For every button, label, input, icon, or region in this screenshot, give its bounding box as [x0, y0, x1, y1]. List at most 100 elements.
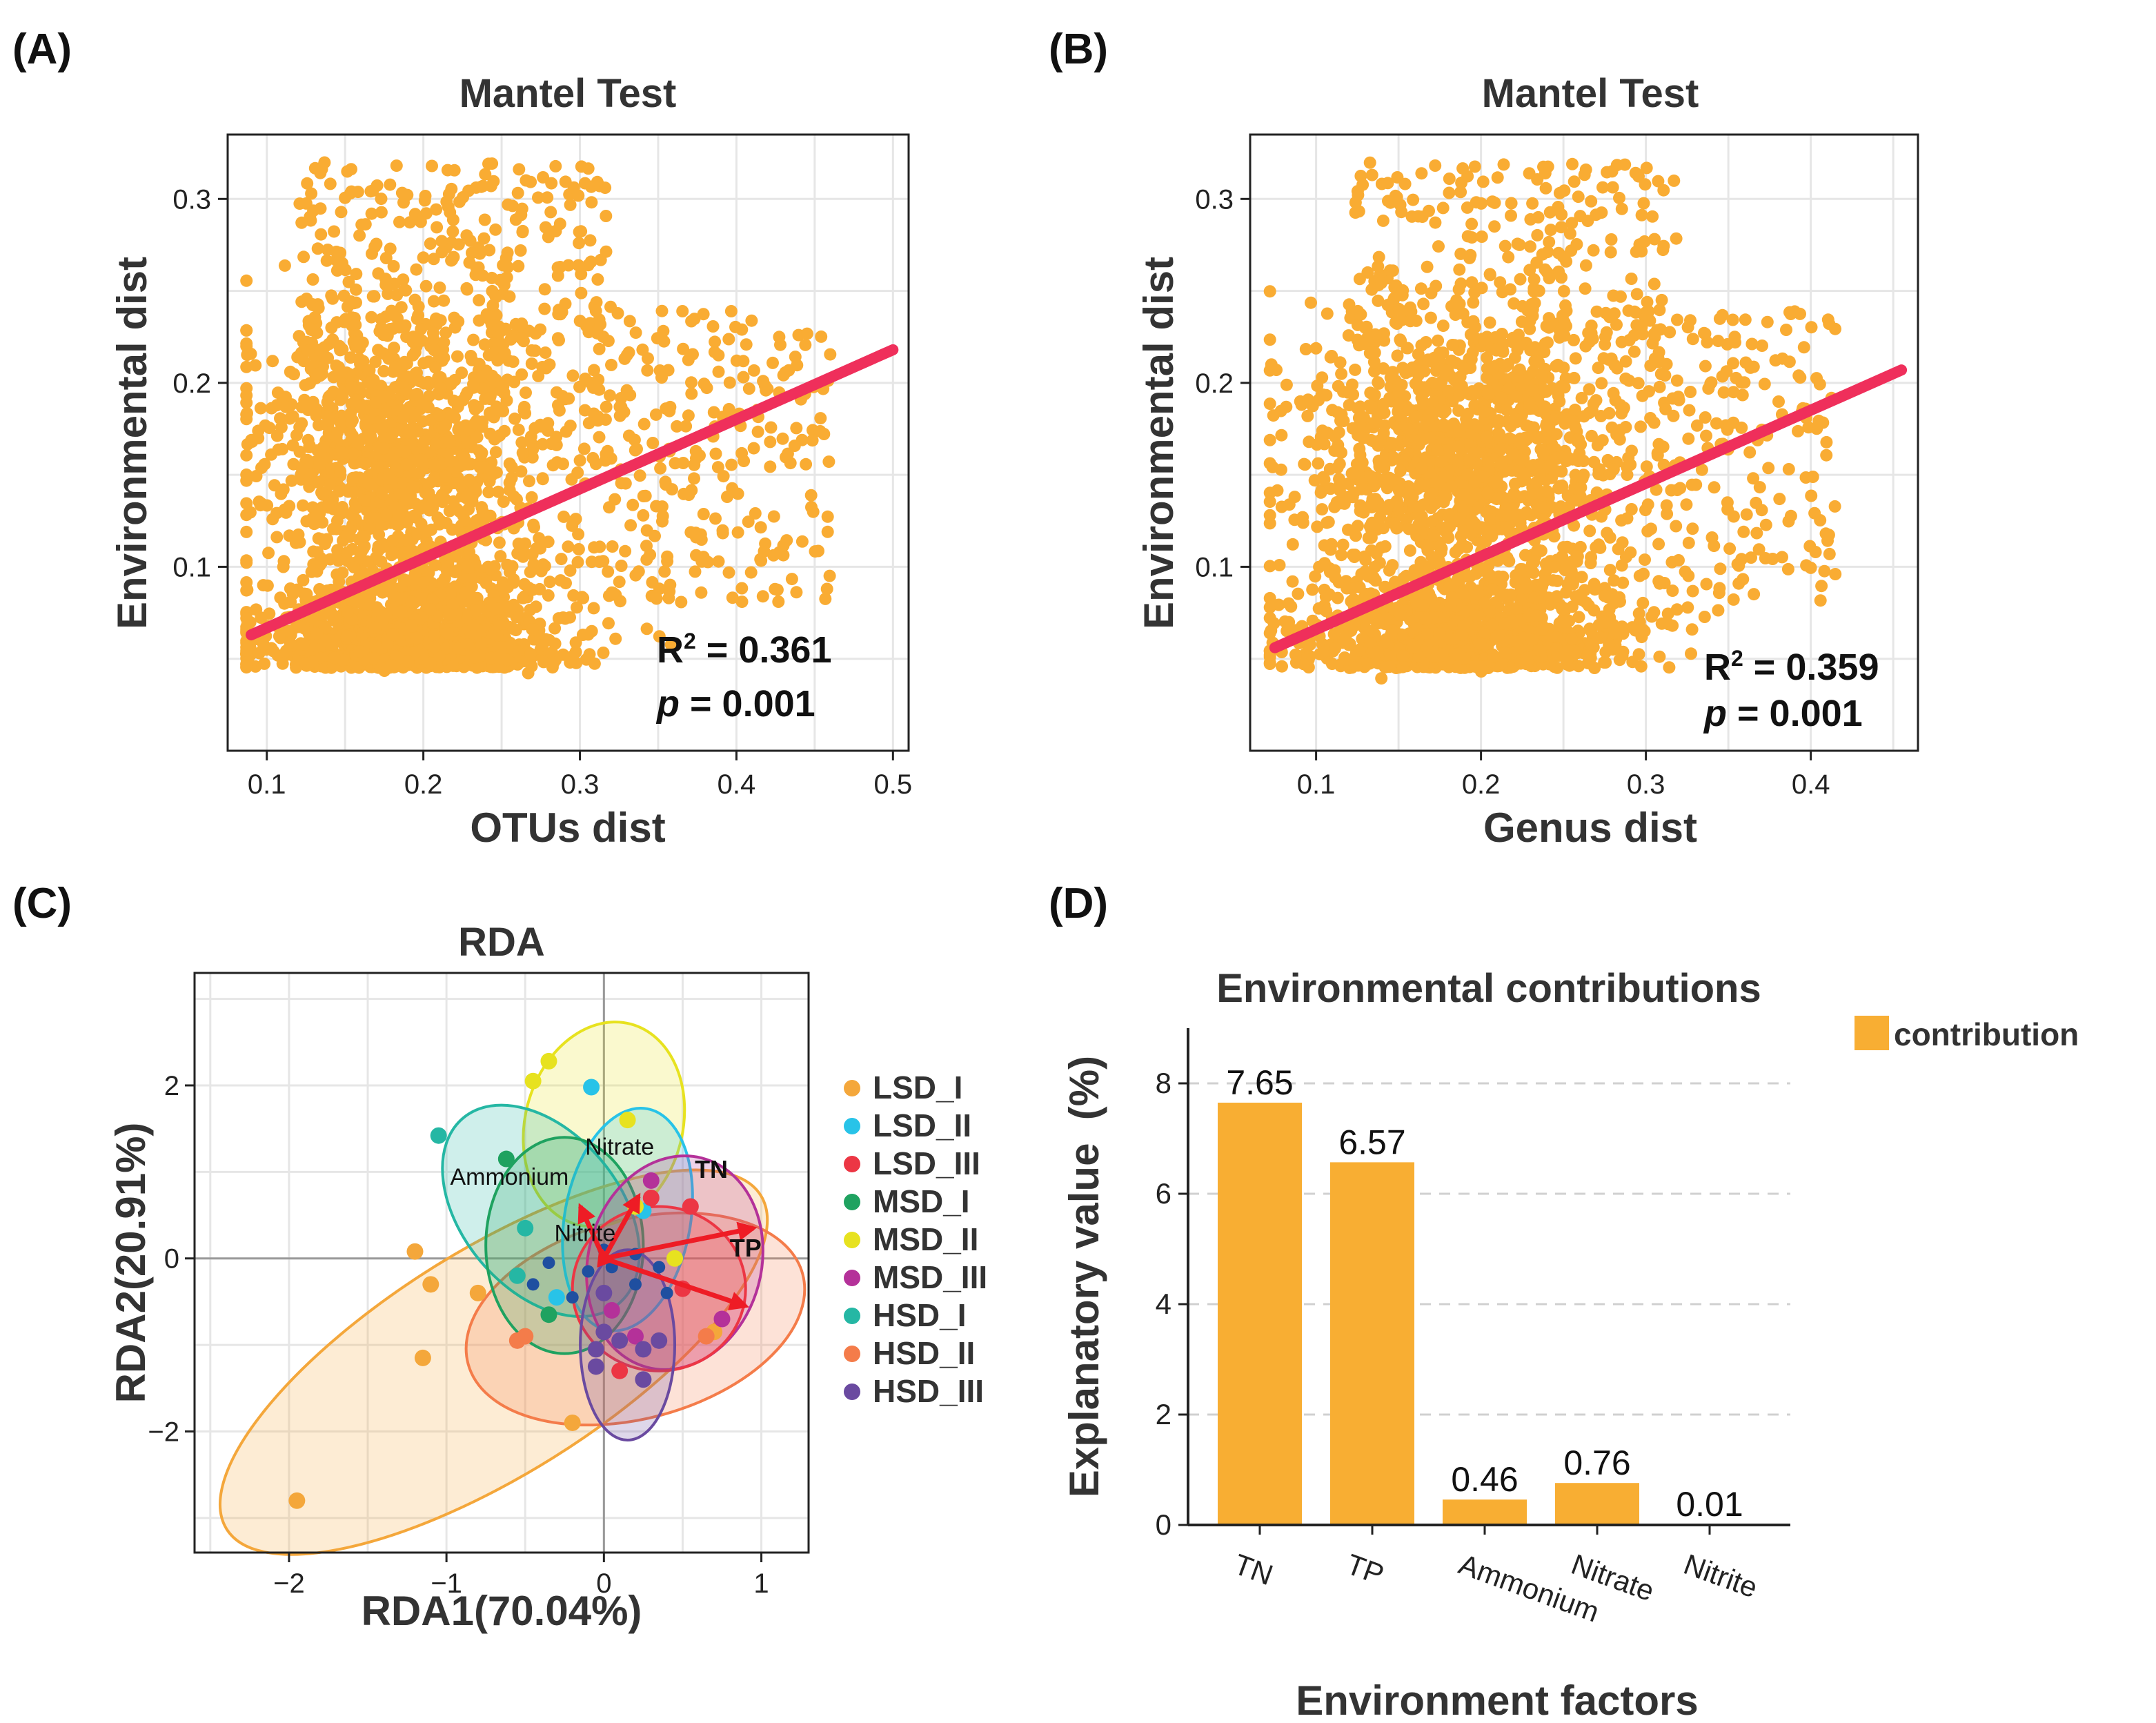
scatter-point: [525, 344, 538, 357]
scatter-point: [425, 475, 438, 489]
scatter-point: [505, 471, 518, 484]
scatter-point: [414, 502, 426, 515]
scatter-point: [1446, 339, 1459, 351]
scatter-point: [821, 525, 834, 538]
scatter-point: [275, 487, 288, 500]
scatter-point: [369, 355, 382, 368]
scatter-point: [1491, 171, 1504, 184]
scatter-point: [284, 412, 297, 425]
scatter-point: [1312, 457, 1325, 470]
scatter-point: [307, 545, 320, 558]
scatter-point: [353, 645, 366, 658]
scatter-point: [305, 565, 318, 578]
scatter-point: [385, 453, 397, 466]
scatter-point: [567, 589, 580, 602]
scatter-point: [1616, 536, 1629, 549]
scatter-point: [800, 327, 813, 340]
scatter-point: [1643, 385, 1655, 398]
scatter-point: [451, 350, 464, 363]
scatter-point: [662, 591, 675, 604]
scatter-point: [548, 622, 562, 635]
scatter-point: [1563, 227, 1576, 240]
regression-line-a: [246, 344, 899, 641]
scatter-point: [452, 238, 465, 251]
scatter-point: [471, 661, 484, 674]
scatter-point: [471, 400, 484, 413]
scatter-point: [1628, 345, 1641, 358]
scatter-point: [409, 645, 422, 658]
scatter-point: [1598, 656, 1611, 669]
scatter-point: [1328, 500, 1341, 513]
scatter-point: [572, 528, 585, 541]
scatter-point: [483, 244, 496, 257]
scatter-point: [318, 156, 331, 169]
scatter-point: [350, 502, 363, 515]
scatter-point: [1468, 388, 1481, 401]
scatter-point: [284, 636, 297, 649]
scatter-point: [615, 560, 628, 572]
scatter-point: [724, 305, 738, 317]
scatter-point: [433, 408, 446, 422]
scatter-point: [1430, 364, 1443, 377]
scatter-point: [1532, 355, 1545, 368]
scatter-point: [1727, 593, 1740, 606]
scatter-point: [774, 338, 787, 351]
scatter-point: [1316, 503, 1329, 516]
scatter-point: [785, 573, 798, 586]
scatter-point: [341, 605, 354, 618]
scatter-point: [730, 354, 743, 367]
scatter-point: [400, 458, 413, 471]
scatter-point: [542, 535, 555, 549]
scatter-point: [373, 528, 386, 541]
scatter-point: [385, 587, 398, 599]
scatter-point: [568, 513, 581, 526]
scatter-point: [740, 338, 753, 351]
scatter-point: [1663, 326, 1677, 339]
scatter-point: [493, 619, 506, 632]
scatter-point: [771, 583, 784, 596]
scatter-point: [1461, 201, 1474, 214]
scatter-point: [712, 365, 725, 378]
scatter-point: [1556, 602, 1569, 616]
scatter-point: [542, 230, 555, 244]
scatter-point: [557, 457, 569, 471]
scatter-point: [266, 513, 279, 526]
scatter-point: [348, 561, 361, 574]
scatter-point: [1263, 591, 1276, 604]
scatter-point: [633, 469, 646, 482]
scatter-point: [781, 447, 794, 460]
scatter-point: [1629, 624, 1642, 637]
scatter-point: [1492, 417, 1505, 429]
scatter-point: [1583, 383, 1596, 396]
scatter-point: [1712, 604, 1725, 617]
scatter-point: [388, 342, 401, 355]
scatter-point: [1464, 248, 1477, 262]
scatter-point: [735, 446, 749, 460]
scatter-point: [315, 556, 328, 569]
scatter-point: [653, 630, 666, 643]
scatter-point: [312, 476, 325, 489]
scatter-point: [301, 433, 315, 446]
scatter-point: [429, 437, 442, 451]
scatter-point: [341, 546, 354, 559]
scatter-point: [1427, 396, 1439, 409]
scatter-point: [333, 339, 346, 353]
scatter-point: [511, 186, 524, 199]
scatter-point: [688, 472, 700, 485]
scatter-point: [723, 376, 736, 389]
scatter-point: [800, 457, 813, 471]
y-tick-label: 0.2: [172, 368, 211, 399]
scatter-point: [712, 555, 725, 568]
scatter-point: [284, 595, 297, 609]
scatter-point: [1776, 551, 1788, 564]
x-tick-label: 0.2: [404, 769, 443, 800]
scatter-point: [1588, 583, 1601, 596]
scatter-point: [277, 560, 290, 573]
scatter-point: [489, 223, 502, 236]
scatter-point: [637, 417, 651, 431]
scatter-point: [1310, 438, 1323, 451]
scatter-point: [322, 501, 335, 514]
scatter-point: [1821, 313, 1834, 326]
scatter-point: [1648, 277, 1661, 291]
scatter-point: [300, 515, 313, 528]
